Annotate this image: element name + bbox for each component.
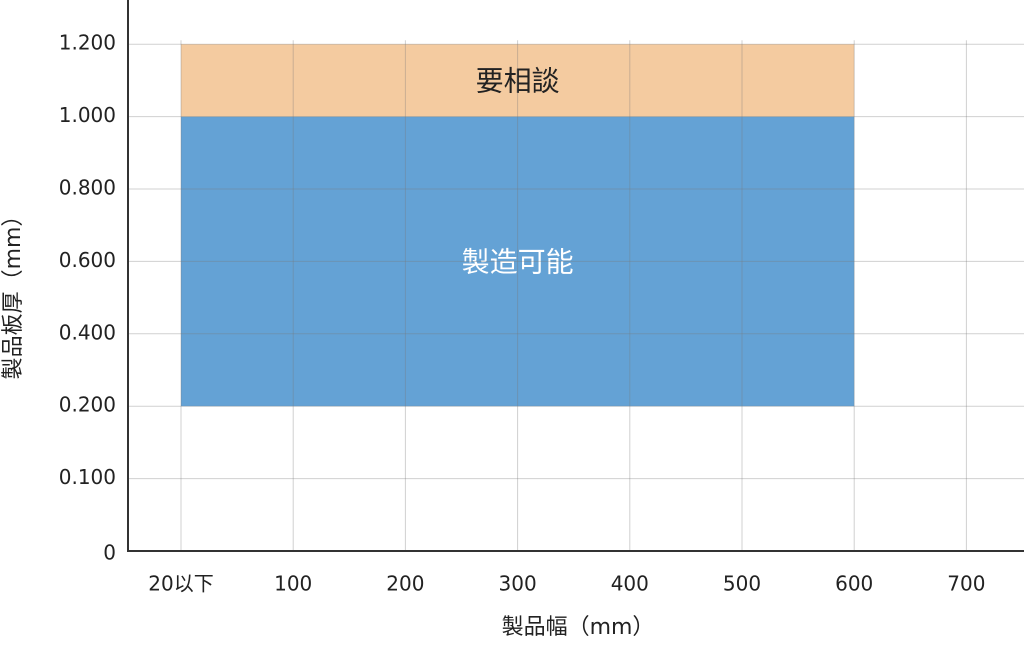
y-tick-label: 1.000 [59,103,116,127]
y-tick-label: 0.100 [59,465,116,489]
region [181,116,855,407]
y-axis-label: 製品板厚（mm） [1,205,26,380]
x-tick-label: 500 [723,572,761,596]
x-tick-label: 300 [499,572,537,596]
y-tick-label: 0.800 [59,176,116,200]
y-tick-label: 0.200 [59,393,116,417]
x-tick-label: 600 [835,572,873,596]
y-tick-label: 0.400 [59,320,116,344]
region-label: 要相談 [476,64,560,97]
y-tick-label: 1.200 [59,31,116,55]
x-tick-label: 100 [274,572,312,596]
x-axis-label: 製品幅（mm） [502,615,655,640]
y-tick-label: 0 [103,541,116,565]
region-label: 製造可能 [462,245,574,278]
region [181,44,855,117]
x-tick-label: 20以下 [148,572,213,596]
y-tick-label: 0.600 [59,248,116,272]
x-tick-label: 200 [386,572,424,596]
x-tick-label: 700 [947,572,985,596]
x-tick-label: 400 [611,572,649,596]
